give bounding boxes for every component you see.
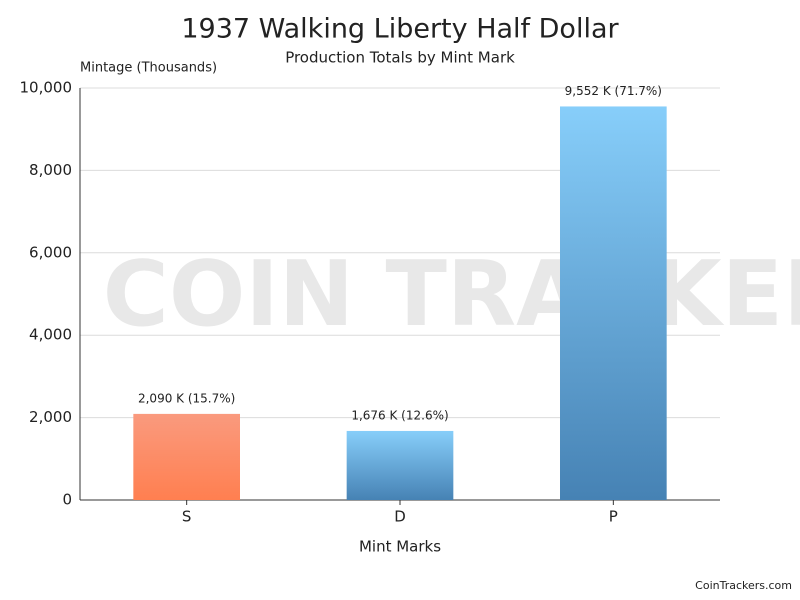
y-tick-label: 6,000 [29, 243, 72, 261]
value-label: 1,676 K (12.6%) [351, 408, 448, 422]
x-axis-label: Mint Marks [359, 538, 441, 556]
x-tick-label: D [394, 508, 406, 526]
y-tick-label: 8,000 [29, 161, 72, 179]
y-tick-label: 0 [62, 491, 72, 509]
value-label: 9,552 K (71.7%) [565, 84, 662, 98]
bar [560, 106, 667, 500]
bar [133, 413, 240, 500]
y-tick-label: 10,000 [20, 79, 73, 97]
credit: CoinTrackers.com [695, 579, 792, 592]
chart-subtitle: Production Totals by Mint Mark [285, 49, 515, 67]
watermark: COIN TRACKERS [103, 242, 800, 347]
x-tick-label: P [609, 508, 618, 526]
bar [346, 430, 454, 500]
y-axis-label: Mintage (Thousands) [80, 61, 217, 76]
x-tick-label: S [182, 508, 192, 526]
chart-title: 1937 Walking Liberty Half Dollar [181, 14, 619, 45]
value-label: 2,090 K (15.7%) [138, 391, 235, 405]
y-tick-label: 2,000 [29, 408, 72, 426]
y-tick-label: 4,000 [29, 326, 72, 344]
